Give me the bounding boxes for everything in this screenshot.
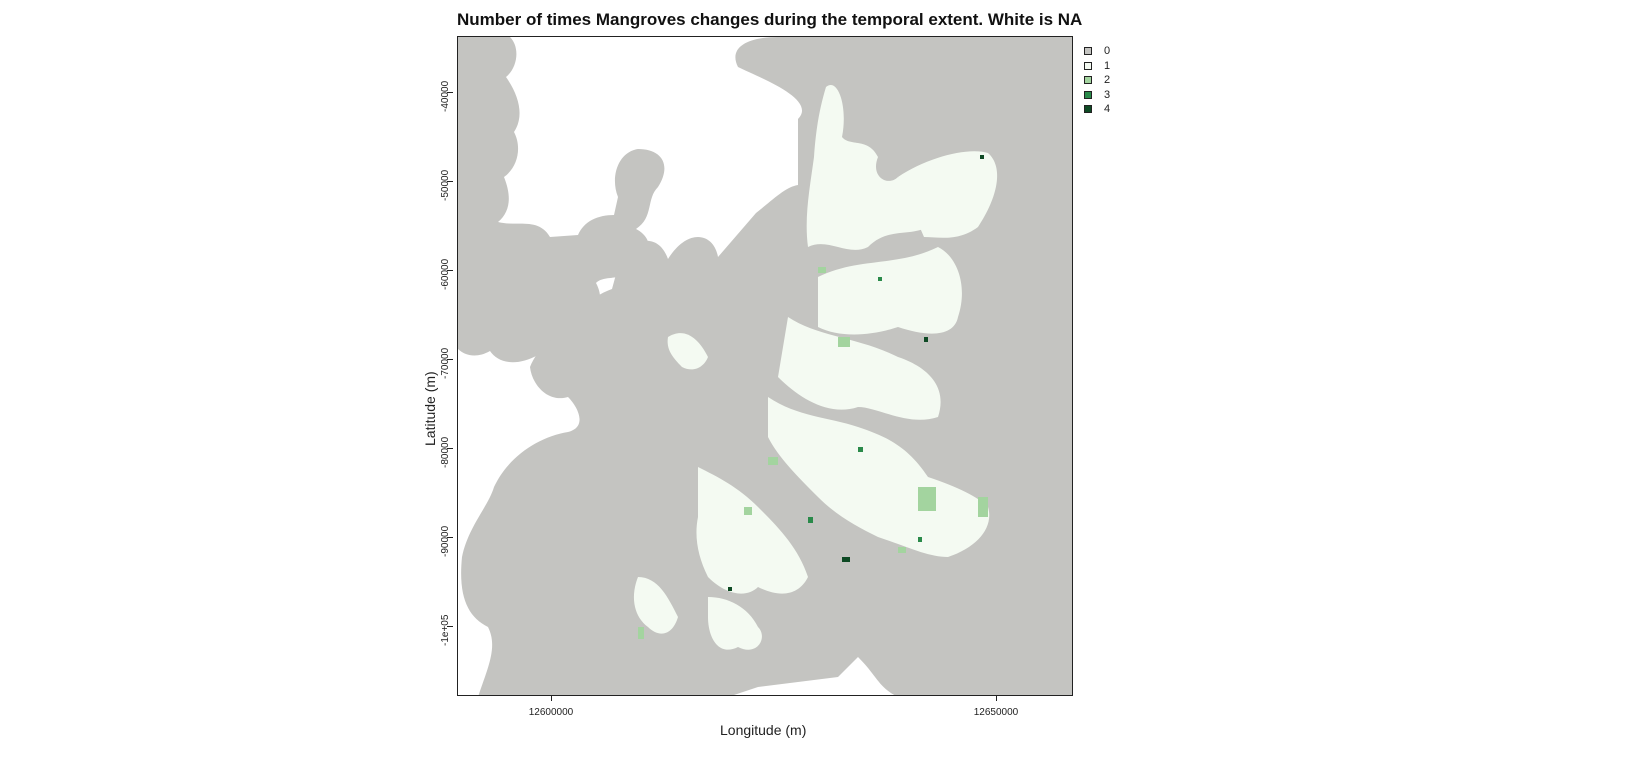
value-0-region: [458, 37, 1072, 695]
legend-item: 2: [1084, 73, 1110, 88]
y-tick-mark: [447, 448, 453, 449]
raster-map: [458, 37, 1072, 695]
y-tick-label: -1e+05: [440, 614, 451, 646]
value-2-region: [638, 267, 988, 639]
y-tick-mark: [447, 359, 453, 360]
legend-item: 4: [1084, 102, 1110, 117]
y-tick-label: -60000: [440, 258, 451, 290]
y-tick-mark: [447, 626, 453, 627]
value-1-region: [633, 85, 998, 650]
legend-item: 0: [1084, 44, 1110, 59]
y-tick-mark: [447, 92, 453, 93]
legend-item: 1: [1084, 59, 1110, 74]
legend-label: 0: [1104, 45, 1111, 58]
legend-swatch: [1084, 105, 1092, 114]
legend-label: 4: [1104, 103, 1111, 116]
y-tick-mark: [447, 537, 453, 538]
y-tick-label: -50000: [440, 169, 451, 201]
legend-label: 3: [1104, 88, 1111, 101]
legend-swatch: [1084, 90, 1092, 99]
x-tick-label: 12650000: [973, 707, 1019, 718]
legend-label: 1: [1104, 59, 1111, 72]
y-tick-label: -40000: [440, 80, 451, 112]
y-axis-title: Latitude (m): [422, 371, 438, 446]
x-tick-mark: [551, 696, 552, 701]
y-tick-mark: [447, 270, 453, 271]
x-axis-title: Longitude (m): [720, 722, 807, 738]
y-tick-mark: [447, 181, 453, 182]
y-tick-label: -90000: [440, 525, 451, 557]
legend-swatch: [1084, 61, 1092, 70]
map-title: Number of times Mangroves changes during…: [457, 10, 1083, 29]
x-tick-label: 12600000: [528, 707, 574, 718]
legend-item: 3: [1084, 88, 1110, 103]
map-panel: [457, 36, 1073, 696]
value-3-region: [808, 277, 922, 542]
y-tick-label: -80000: [440, 436, 451, 468]
legend-label: 2: [1104, 74, 1111, 87]
legend-swatch: [1084, 47, 1092, 56]
x-tick-mark: [996, 696, 997, 701]
y-tick-label: -70000: [440, 347, 451, 379]
legend-swatch: [1084, 76, 1092, 85]
value-4-region: [728, 155, 984, 591]
